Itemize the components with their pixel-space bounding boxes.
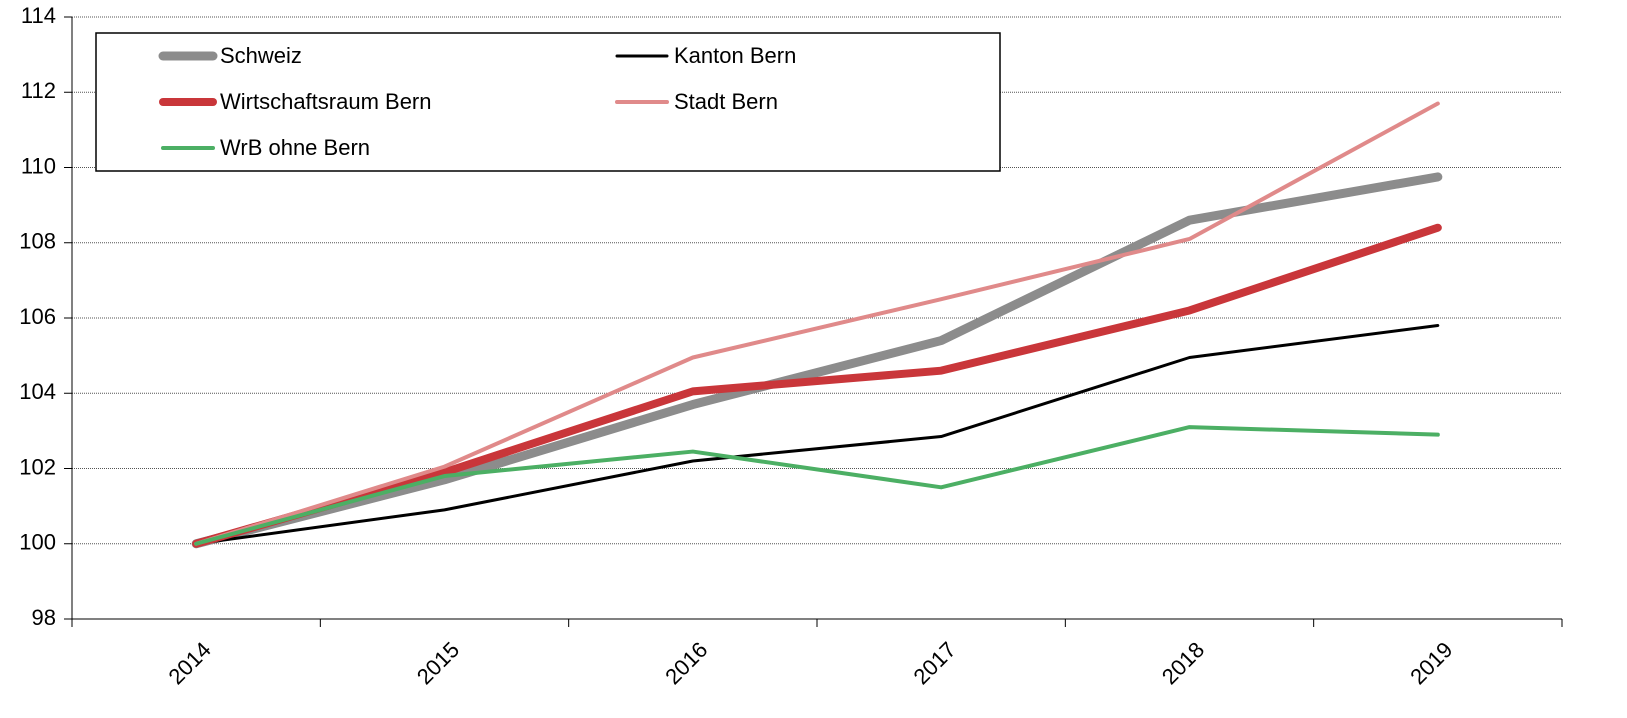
y-tick-label: 98	[32, 605, 56, 630]
x-tick-label: 2014	[164, 637, 216, 689]
legend-box	[95, 32, 1001, 172]
series-line	[191, 172, 1443, 549]
series-line	[194, 324, 1440, 546]
y-tick-label: 110	[21, 153, 56, 178]
x-tick-label: 2016	[660, 637, 712, 689]
x-tick-label: 2018	[1157, 637, 1209, 689]
y-tick-label: 102	[19, 454, 56, 479]
series-line	[192, 223, 1442, 548]
legend-label: Stadt Bern	[674, 89, 778, 114]
legend-label: WrB ohne Bern	[220, 135, 370, 160]
x-tick-label: 2019	[1405, 637, 1457, 689]
y-tick-label: 100	[19, 530, 56, 555]
x-tick-label: 2015	[412, 637, 464, 689]
y-tick-label: 114	[21, 3, 56, 28]
y-tick-label: 112	[21, 78, 56, 103]
y-tick-label: 108	[19, 229, 56, 254]
legend-label: Schweiz	[220, 43, 302, 68]
series-line	[194, 425, 1440, 546]
legend-label: Wirtschaftsraum Bern	[220, 89, 432, 114]
legend-label: Kanton Bern	[674, 43, 796, 68]
y-tick-label: 104	[19, 379, 56, 404]
series-line	[194, 101, 1440, 546]
x-tick-label: 2017	[909, 637, 961, 689]
y-tick-label: 106	[19, 304, 56, 329]
